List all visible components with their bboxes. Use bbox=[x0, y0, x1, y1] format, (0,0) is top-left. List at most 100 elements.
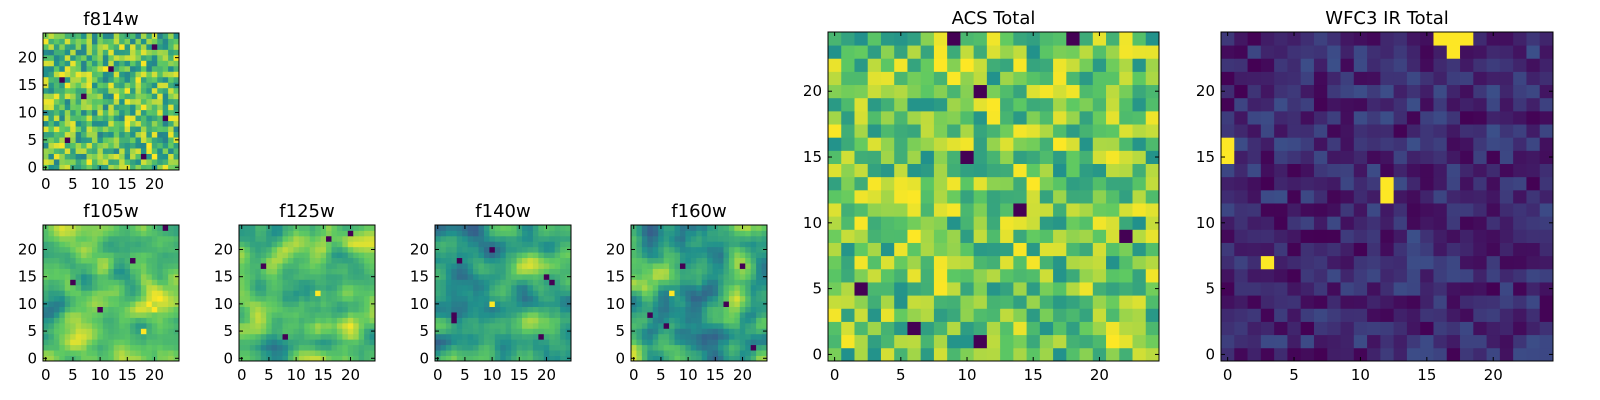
f105w-cell bbox=[151, 350, 158, 356]
f160w-cell bbox=[701, 279, 708, 286]
f125w-cell bbox=[358, 257, 365, 264]
wfc3-ir-total-cell bbox=[1380, 229, 1395, 243]
acs-total-cell bbox=[1026, 216, 1041, 230]
f140w-cell bbox=[483, 290, 490, 297]
f814w-cell bbox=[124, 142, 131, 149]
f160w-cell bbox=[745, 290, 752, 297]
f105w-cell bbox=[108, 268, 115, 275]
acs-total-cell bbox=[933, 71, 948, 86]
f814w-cell bbox=[140, 109, 147, 116]
wfc3-ir-total-cell bbox=[1473, 334, 1487, 349]
f814w-cell bbox=[108, 54, 115, 61]
f814w-cell bbox=[168, 65, 174, 72]
f125w-cell bbox=[358, 268, 365, 275]
acs-total-cell bbox=[907, 137, 922, 151]
f140w-cell bbox=[549, 312, 556, 318]
f140w-cell bbox=[494, 322, 501, 329]
f140w-cell bbox=[467, 339, 474, 346]
f125w-cell bbox=[320, 241, 327, 248]
f160w-cell bbox=[663, 290, 670, 297]
f814w-cell bbox=[168, 126, 174, 133]
wfc3-ir-total-cell bbox=[1313, 295, 1328, 309]
wfc3-ir-total-cell bbox=[1313, 45, 1328, 59]
f125w-cell bbox=[369, 322, 376, 329]
f125w-cell bbox=[282, 295, 289, 302]
wfc3-ir-total-cell bbox=[1247, 84, 1262, 99]
f105w-cell bbox=[130, 241, 136, 248]
f814w-cell bbox=[140, 153, 147, 160]
f125w-cell bbox=[239, 312, 245, 318]
f140w-cell bbox=[538, 268, 545, 275]
f125w-cell bbox=[287, 306, 294, 313]
f814w-cell bbox=[86, 148, 93, 154]
f105w-cell bbox=[168, 355, 174, 362]
f140w-cell bbox=[522, 273, 528, 280]
f160w-cell bbox=[641, 279, 648, 286]
f105w-cell bbox=[108, 230, 115, 237]
f105w-cell bbox=[64, 235, 71, 242]
f125w-cell bbox=[315, 295, 321, 302]
f125w-cell bbox=[358, 350, 365, 356]
acs-total-cell bbox=[907, 163, 922, 178]
acs-total-cell bbox=[894, 229, 908, 243]
f160w-cell bbox=[750, 279, 757, 286]
f160w-cell bbox=[745, 306, 752, 313]
f160w-cell bbox=[718, 230, 724, 237]
f105w-cell bbox=[151, 246, 158, 253]
f105w-cell bbox=[173, 290, 180, 297]
f140w-cell bbox=[494, 328, 501, 335]
acs-total-cell bbox=[841, 255, 855, 270]
acs-total-cell bbox=[828, 282, 842, 296]
f140w-cell bbox=[489, 241, 496, 248]
acs-total-cell bbox=[1066, 176, 1080, 191]
f160w-cell bbox=[631, 317, 637, 324]
f160w-cell bbox=[690, 225, 697, 231]
f105w-cell bbox=[64, 333, 71, 340]
f160w-cell bbox=[685, 333, 692, 340]
f160w-cell bbox=[745, 268, 752, 275]
f814w-cell bbox=[162, 71, 169, 78]
f814w-cell bbox=[140, 71, 147, 78]
f140w-cell bbox=[554, 350, 561, 356]
acs-total-cell bbox=[1053, 163, 1067, 178]
f814w-cell bbox=[173, 153, 180, 160]
acs-total-cell bbox=[854, 321, 869, 336]
wfc3-ir-total-ytick-label: 0 bbox=[1205, 345, 1215, 363]
f160w-cell bbox=[707, 295, 713, 302]
f814w-cell bbox=[70, 126, 77, 133]
f814w-cell bbox=[81, 82, 87, 89]
f105w-cell bbox=[81, 225, 87, 231]
f105w-cell bbox=[53, 268, 60, 275]
f125w-cell bbox=[277, 290, 283, 297]
f140w-cell bbox=[478, 230, 485, 237]
f105w-cell bbox=[97, 328, 104, 335]
acs-total-cell bbox=[894, 137, 908, 151]
acs-total-cell bbox=[1119, 84, 1133, 99]
wfc3-ir-total-cell bbox=[1446, 282, 1461, 296]
f125w-cell bbox=[320, 295, 327, 302]
f814w-cell bbox=[64, 33, 71, 39]
acs-total-cell bbox=[841, 58, 855, 72]
f125w-cell bbox=[309, 333, 316, 340]
f814w-cell bbox=[75, 153, 82, 160]
f814w-cell bbox=[140, 87, 147, 94]
f105w-cell bbox=[157, 317, 164, 324]
f814w-cell bbox=[81, 159, 87, 165]
wfc3-ir-total-cell bbox=[1313, 308, 1328, 322]
wfc3-ir-total-cell bbox=[1380, 71, 1395, 86]
f160w-cell bbox=[701, 306, 708, 313]
f125w-cell bbox=[336, 322, 343, 329]
wfc3-ir-total-cell bbox=[1367, 268, 1381, 283]
f140w-cell bbox=[532, 295, 539, 302]
wfc3-ir-total-cell bbox=[1234, 255, 1248, 270]
acs-total-cell bbox=[986, 295, 1001, 309]
f140w-cell bbox=[451, 268, 458, 275]
f140w-cell bbox=[500, 290, 507, 297]
wfc3-ir-total-cell bbox=[1327, 229, 1341, 243]
f160w-cell bbox=[652, 257, 659, 264]
acs-total-cell bbox=[1066, 150, 1080, 164]
f814w-cell bbox=[146, 38, 153, 45]
acs-total-cell bbox=[1000, 268, 1014, 283]
f160w-cell bbox=[636, 312, 643, 318]
